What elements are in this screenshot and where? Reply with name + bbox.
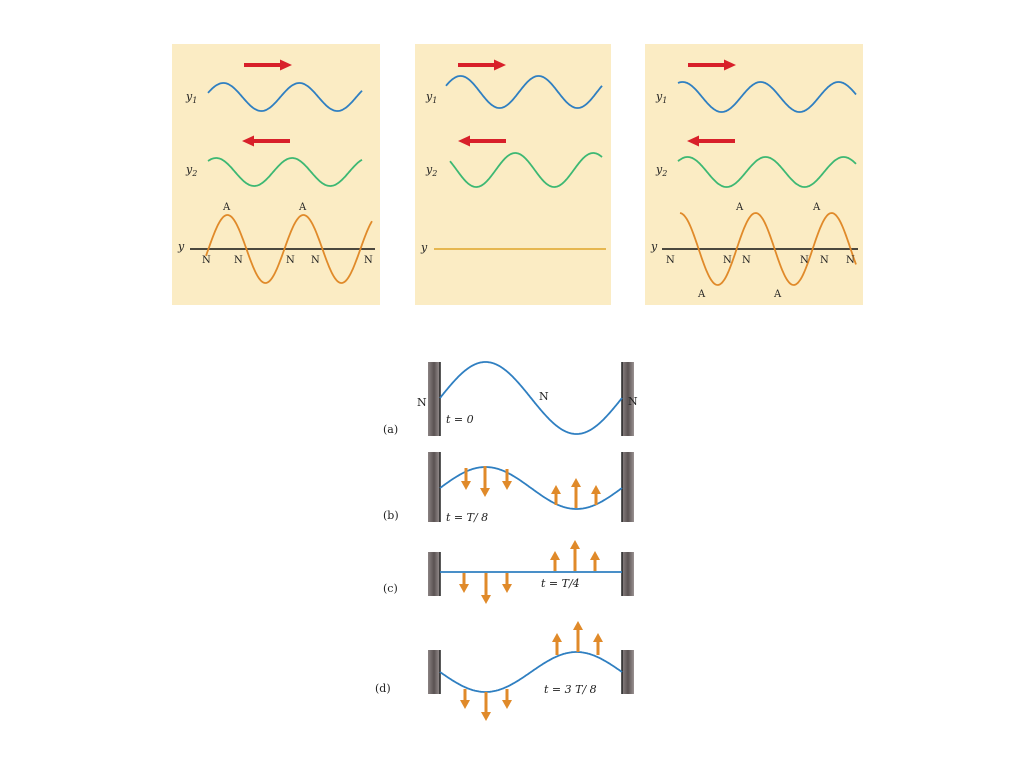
up-arrow-icon	[551, 485, 561, 505]
left-arrow-icon	[687, 135, 735, 147]
time-label: t = 3 T/ 8	[544, 683, 597, 696]
down-arrow-icon	[480, 466, 490, 497]
wall-icon	[622, 552, 634, 596]
node-label: N	[286, 255, 295, 266]
superposition-panel-3: y1 y2 y A A A A N N N N N N	[645, 44, 863, 305]
node-label: N	[723, 255, 732, 266]
frame-label: (a)	[383, 423, 398, 436]
down-arrow-icon	[481, 573, 491, 604]
frame-label: (d)	[375, 682, 391, 695]
y1-label: y1	[185, 90, 197, 105]
superposition-panel-1: y1 y2 y A A N N N N N	[172, 44, 380, 305]
up-arrow-icon	[593, 633, 603, 655]
string-frame-b: t = T/ 8 (b)	[383, 452, 634, 524]
y1-wave	[677, 81, 857, 113]
resultant-wave	[679, 212, 857, 286]
antinode-label: A	[298, 202, 307, 213]
y-label: y	[420, 241, 428, 254]
string-frame-c: t = T/4 (c)	[383, 540, 634, 604]
wall-icon	[428, 552, 440, 596]
down-arrow-icon	[502, 573, 512, 593]
node-label: N	[364, 255, 373, 266]
y2-label: y2	[425, 163, 437, 178]
node-label: N	[742, 255, 751, 266]
node-label: N	[417, 396, 427, 409]
antinode-label: A	[812, 202, 821, 213]
y1-label: y1	[655, 90, 667, 105]
up-arrow-icon	[570, 540, 580, 571]
down-arrow-icon	[481, 692, 491, 721]
wall-icon	[622, 452, 634, 522]
down-arrow-icon	[460, 689, 470, 709]
frame-label: (b)	[383, 509, 399, 522]
antinode-label: A	[222, 202, 231, 213]
superposition-panel-2: y1 y2 y	[415, 44, 611, 305]
resultant-wave	[205, 214, 373, 284]
right-arrow-icon	[244, 59, 292, 71]
node-label: N	[846, 255, 855, 266]
wall-icon	[428, 452, 440, 522]
time-label: t = 0	[446, 413, 474, 426]
string-wave	[439, 466, 623, 510]
string-frame-d: t = 3 T/ 8 (d)	[375, 621, 634, 721]
wall-icon	[428, 362, 440, 436]
y2-wave	[677, 156, 857, 188]
panel-background	[172, 44, 380, 305]
y1-wave	[207, 82, 363, 112]
y2-wave	[207, 157, 363, 187]
node-label: N	[234, 255, 243, 266]
y1-wave	[445, 75, 603, 109]
node-label: N	[628, 395, 638, 408]
y2-label: y2	[185, 163, 197, 178]
up-arrow-icon	[591, 485, 601, 505]
wall-icon	[622, 650, 634, 694]
wall-icon	[622, 362, 634, 436]
y-label: y	[650, 240, 658, 253]
y2-label: y2	[655, 163, 667, 178]
node-label: N	[311, 255, 320, 266]
antinode-label: A	[735, 202, 744, 213]
up-arrow-icon	[590, 551, 600, 571]
antinode-label: A	[697, 289, 706, 300]
up-arrow-icon	[573, 621, 583, 652]
antinode-label: A	[773, 289, 782, 300]
up-arrow-icon	[571, 478, 581, 508]
down-arrow-icon	[459, 573, 469, 593]
node-label: N	[666, 255, 675, 266]
y1-label: y1	[425, 90, 437, 105]
up-arrow-icon	[550, 551, 560, 571]
node-label: N	[800, 255, 809, 266]
time-label: t = T/4	[541, 577, 580, 590]
wall-icon	[428, 650, 440, 694]
up-arrow-icon	[552, 633, 562, 655]
y-label: y	[177, 240, 185, 253]
frame-label: (c)	[383, 582, 398, 595]
time-label: t = T/ 8	[446, 511, 488, 524]
node-label: N	[539, 390, 549, 403]
right-arrow-icon	[458, 59, 506, 71]
down-arrow-icon	[461, 468, 471, 490]
right-arrow-icon	[688, 59, 736, 71]
left-arrow-icon	[242, 135, 290, 147]
string-frame-a: N N N t = 0 (a)	[383, 361, 638, 436]
node-label: N	[820, 255, 829, 266]
left-arrow-icon	[458, 135, 506, 147]
down-arrow-icon	[502, 689, 512, 709]
y2-wave	[449, 152, 603, 188]
down-arrow-icon	[502, 469, 512, 490]
string-wave	[439, 361, 623, 435]
panel-background	[415, 44, 611, 305]
node-label: N	[202, 255, 211, 266]
string-wave	[439, 651, 623, 693]
